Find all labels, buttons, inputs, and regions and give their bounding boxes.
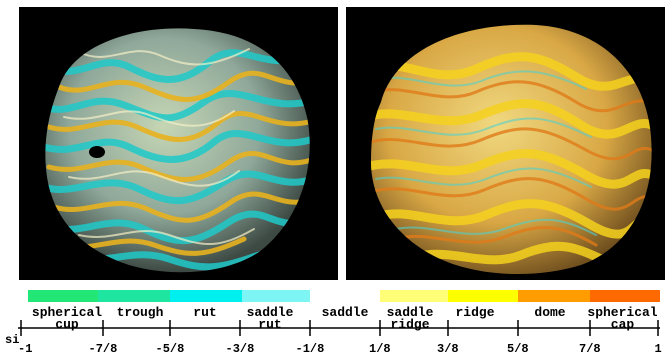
axis-tick-label: -3/8	[226, 343, 255, 355]
brain-render-right	[346, 7, 665, 280]
shape-index-brain-right-image	[346, 7, 665, 280]
shape-index-axis	[0, 300, 665, 340]
axis-tick-label: -5/8	[156, 343, 185, 355]
axis-tick-label: 1	[655, 343, 662, 355]
axis-tick-label: 1/8	[369, 343, 391, 355]
axis-tick-label: 3/8	[437, 343, 459, 355]
axis-tick-label: 7/8	[579, 343, 601, 355]
axis-tick-label: 5/8	[507, 343, 529, 355]
brain-render-left	[19, 7, 338, 280]
shape-index-brain-left-image	[19, 7, 338, 280]
axis-tick-label: -1	[18, 343, 32, 355]
axis-tick-label: -1/8	[296, 343, 325, 355]
axis-tick-label: -7/8	[89, 343, 118, 355]
